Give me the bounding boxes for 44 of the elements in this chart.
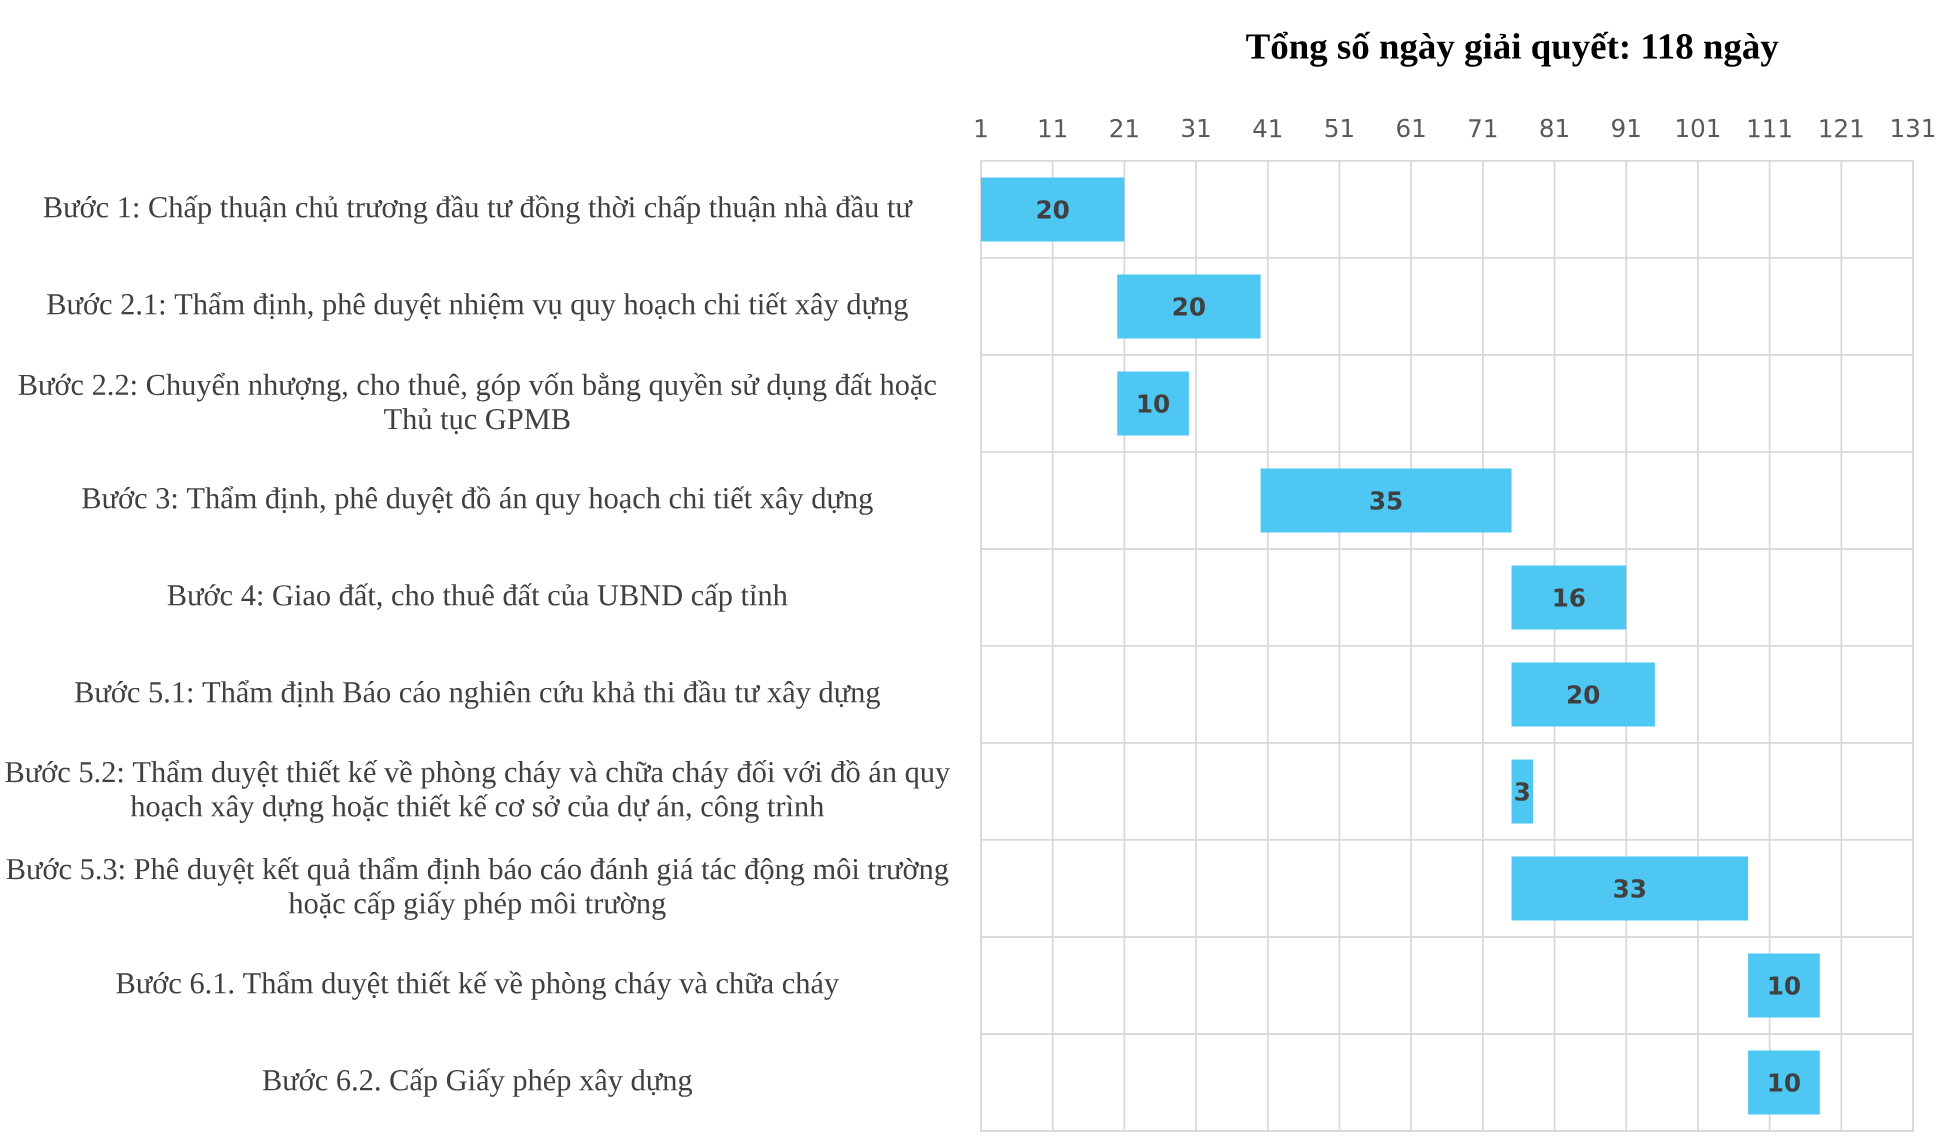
y-tick-label: Bước 5.2: Thẩm duyệt thiết kế về phòng cháy và chữa cháy đối với đồ án quy hoạch xây dựng hoặc thiết kế cơ sở của dự án, công trình [5, 760, 951, 823]
data-label: 20 [1568, 685, 1600, 704]
x-tick-label: 101 [1677, 118, 1720, 138]
y-tick-label: Bước 2.1: Thẩm định, phê duyệt nhiệm vụ quy hoạch chi tiết xây dựng [47, 292, 908, 321]
y-tick-label: Bước 3: Thẩm định, phê duyệt đồ án quy hoạch chi tiết xây dựng [82, 486, 873, 515]
x-tick-label: 131 [1892, 118, 1935, 138]
data-label: 3 [1515, 782, 1529, 801]
data-label: 33 [1614, 879, 1645, 898]
x-tick-label: 81 [1540, 118, 1568, 138]
bar [980, 177, 1125, 242]
x-tick-label: 31 [1182, 118, 1210, 138]
x-tick-label: 121 [1820, 119, 1863, 138]
data-label: 20 [1037, 200, 1069, 219]
data-label: 35 [1370, 491, 1402, 510]
x-tick-label: 51 [1325, 118, 1353, 138]
chart-title: Tổng số ngày giải quyết: 118 ngày [1246, 31, 1779, 67]
bar [1511, 856, 1749, 921]
x-tick-label: 91 [1612, 118, 1640, 138]
bar [1511, 565, 1627, 630]
bar [1260, 468, 1512, 533]
data-label: 16 [1554, 588, 1585, 607]
bar [1511, 662, 1655, 727]
y-tick-label: Bước 4: Giao đất, cho thuê đất của UBND cấp tỉnh [167, 583, 788, 612]
x-tick-label: 21 [1110, 119, 1138, 138]
data-label: 10 [1769, 1073, 1800, 1092]
y-tick-label: Bước 6.1. Thẩm duyệt thiết kế về phòng cháy và chữa cháy [116, 971, 840, 1000]
bar [1117, 274, 1261, 339]
x-tick-label: 41 [1253, 119, 1282, 138]
y-tick-label: Bước 2.2: Chuyển nhượng, cho thuê, góp vốn bằng quyền sử dụng đất hoặc Thủ tục GPMB [18, 372, 936, 435]
x-tick-label: 11 [1039, 119, 1067, 138]
bar [1748, 953, 1820, 1018]
data-label: 10 [1769, 976, 1800, 995]
x-tick-label: 61 [1397, 118, 1425, 138]
bar [1117, 371, 1189, 436]
y-tick-label: Bước 1: Chấp thuận chủ trương đầu tư đồng thời chấp thuận nhà đầu tư [43, 195, 913, 224]
data-label: 20 [1173, 297, 1205, 316]
x-tick-label: 1 [975, 119, 987, 138]
y-tick-label: Bước 6.2. Cấp Giấy phép xây dựng [262, 1068, 693, 1097]
y-tick-label: Bước 5.1: Thẩm định Báo cáo nghiên cứu khả thi đầu tư xây dựng [74, 680, 880, 709]
x-tick-label: 111 [1748, 119, 1791, 138]
x-tick-label: 71 [1469, 119, 1497, 138]
data-label: 10 [1138, 394, 1170, 413]
y-tick-label: Bước 5.3: Phê duyệt kết quả thẩm định báo cáo đánh giá tác động môi trường hoặc cấp giấy phép môi trường [6, 857, 949, 920]
bar [1748, 1050, 1820, 1115]
